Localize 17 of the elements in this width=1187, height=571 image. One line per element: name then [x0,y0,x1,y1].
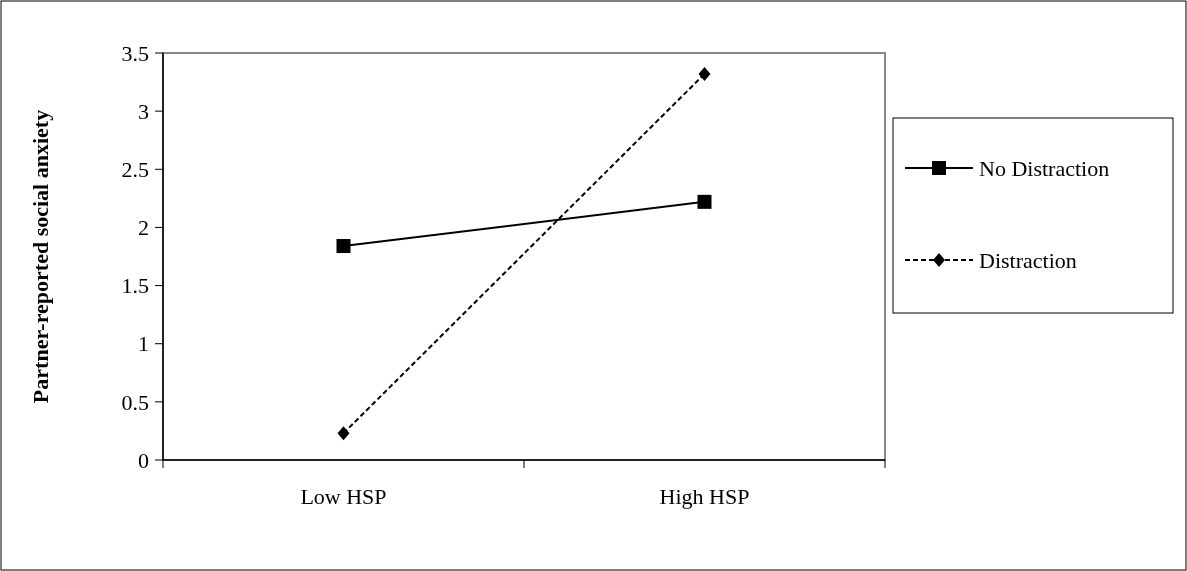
y-tick-label: 0 [138,447,149,473]
x-tick-label: High HSP [659,484,750,509]
y-axis-title: Partner-reported social anxiety [28,109,53,404]
point [698,66,711,81]
y-tick-label: 0.5 [121,389,149,415]
point [697,194,712,209]
y-tick-label: 3.5 [121,40,149,66]
y-tick-label: 2 [138,215,149,241]
x-tick-label: Low HSP [300,484,387,509]
y-tick-label: 2.5 [121,156,149,182]
point [336,239,351,254]
y-tick-label: 1 [138,331,149,357]
y-tick-label: 3 [138,98,149,124]
legend-label: No Distraction [979,155,1110,181]
legend-label: Distraction [979,247,1077,273]
y-tick-label: 1.5 [121,273,149,299]
point [337,426,350,441]
